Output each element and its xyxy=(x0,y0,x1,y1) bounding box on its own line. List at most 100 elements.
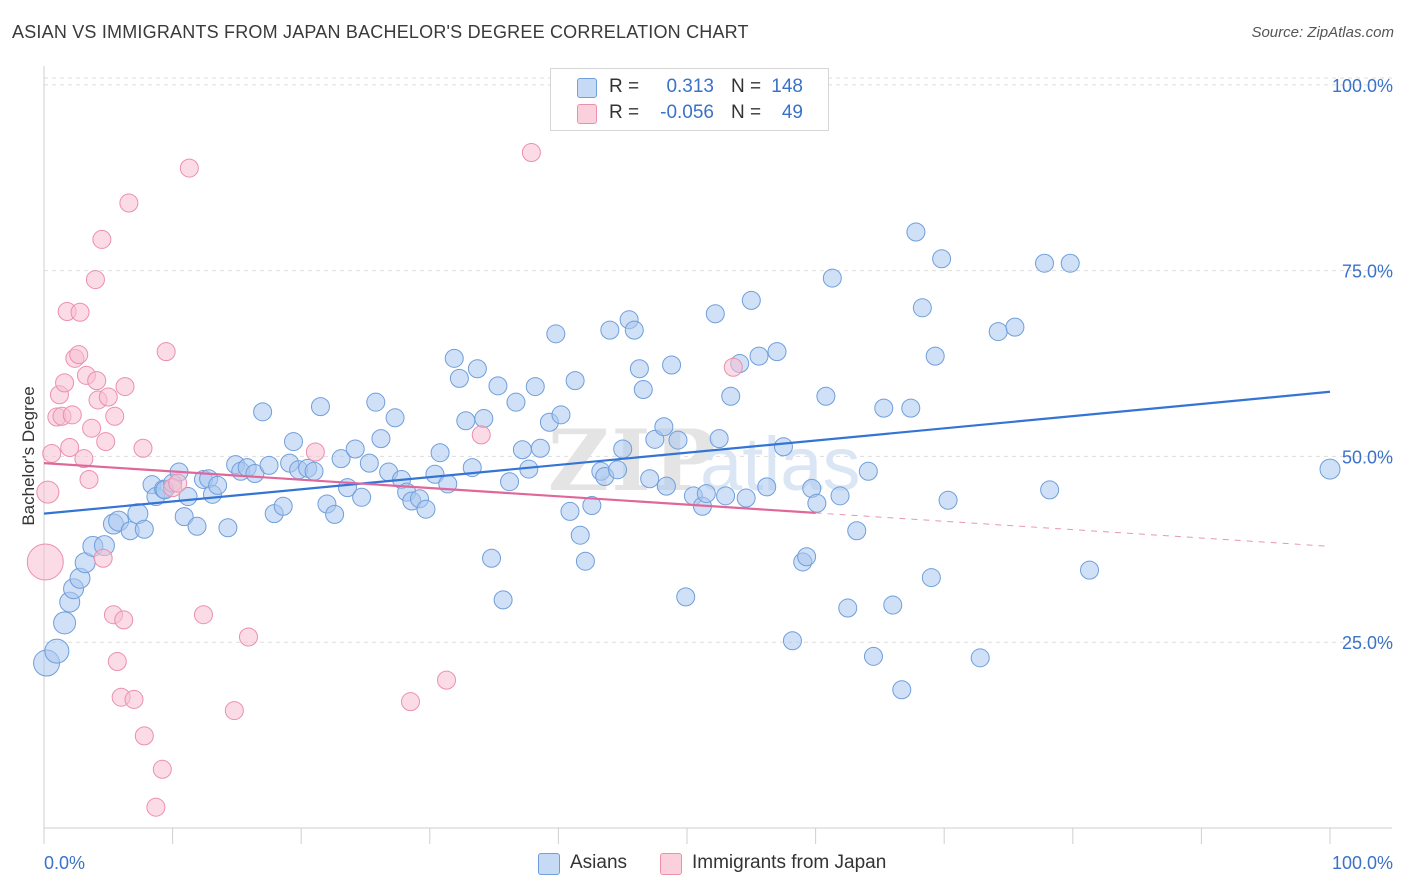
japan-point xyxy=(521,142,541,162)
japan-point xyxy=(105,406,125,426)
asian-point xyxy=(371,429,391,449)
asian-point xyxy=(797,547,817,567)
japan-point xyxy=(723,357,743,377)
asian-point xyxy=(474,409,494,429)
asian-point xyxy=(565,371,585,391)
japan-point xyxy=(74,449,94,469)
japan-point xyxy=(471,425,491,445)
japan-point xyxy=(60,438,80,458)
source-credit: Source: ZipAtlas.com xyxy=(1251,24,1394,41)
y-tick-label: 100.0% xyxy=(1332,76,1393,96)
japan-point xyxy=(85,270,105,290)
asian-point xyxy=(560,501,580,521)
asian-point xyxy=(208,475,228,495)
asian-point xyxy=(325,504,345,524)
japan-point xyxy=(146,797,166,817)
y-tick-label: 25.0% xyxy=(1342,633,1393,653)
japan-swatch xyxy=(660,853,682,875)
japan-point xyxy=(69,345,89,365)
asian-point xyxy=(838,598,858,618)
asian-point xyxy=(830,486,850,506)
asian-point xyxy=(741,290,761,310)
asian-point xyxy=(736,488,756,508)
asian-point xyxy=(430,443,450,463)
n-label: N = xyxy=(731,76,762,97)
asian-point xyxy=(512,440,532,460)
asian-point xyxy=(187,516,207,536)
r-label: R = xyxy=(609,102,640,123)
japan-point xyxy=(193,605,213,625)
asian-point xyxy=(863,646,883,666)
asian-point xyxy=(134,519,154,539)
r-value: -0.056 xyxy=(660,102,714,123)
asians-swatch xyxy=(577,78,597,98)
japan-point xyxy=(133,438,153,458)
asian-point xyxy=(721,386,741,406)
asian-point xyxy=(782,631,802,651)
asian-point xyxy=(925,346,945,366)
japan-point xyxy=(224,701,244,721)
asian-point xyxy=(525,377,545,397)
asian-point xyxy=(613,439,633,459)
asian-point xyxy=(654,417,674,437)
asian-point xyxy=(656,476,676,496)
asian-point xyxy=(629,359,649,379)
japan-point xyxy=(98,387,118,407)
asian-point xyxy=(506,392,526,412)
asian-point xyxy=(444,348,464,368)
y-tick-label: 75.0% xyxy=(1342,262,1393,282)
japan-point xyxy=(82,418,102,438)
axis-layer: 25.0% 50.0% 75.0% 100.0% 0.0% 100.0% xyxy=(43,66,1393,873)
x-tick-label: 100.0% xyxy=(1332,853,1393,873)
asian-point xyxy=(816,386,836,406)
asian-point xyxy=(608,460,628,480)
n-value: 49 xyxy=(781,102,803,123)
japan-point xyxy=(107,652,127,672)
japan-trend-line xyxy=(43,462,816,515)
y-axis-label: Bachelor's Degree xyxy=(19,386,38,525)
asian-point xyxy=(385,408,405,428)
japan-point xyxy=(124,689,144,709)
asian-point xyxy=(1060,253,1080,273)
japan-point xyxy=(437,670,457,690)
japan-point xyxy=(115,377,135,397)
japan-point xyxy=(36,480,60,504)
japan-point xyxy=(168,473,188,493)
japan-point xyxy=(96,432,116,452)
asian-point xyxy=(970,648,990,668)
asian-point xyxy=(773,437,793,457)
asian-point xyxy=(570,525,590,545)
asian-point xyxy=(1319,458,1341,480)
asian-point xyxy=(259,455,279,475)
asian-point xyxy=(500,472,520,492)
asian-point xyxy=(449,368,469,388)
asian-point xyxy=(767,342,787,362)
asians-swatch xyxy=(538,853,560,875)
japan-point xyxy=(55,373,75,393)
trend-layer xyxy=(43,390,1331,547)
asian-point xyxy=(575,551,595,571)
asian-point xyxy=(600,320,620,340)
asian-point xyxy=(456,411,476,431)
asian-point xyxy=(757,477,777,497)
asian-point xyxy=(847,521,867,541)
asian-point xyxy=(709,429,729,449)
asian-point xyxy=(716,486,736,506)
asian-point xyxy=(493,590,513,610)
asian-point xyxy=(467,359,487,379)
legend-label-japan: Immigrants from Japan xyxy=(692,852,887,873)
asian-point xyxy=(662,355,682,375)
asian-point xyxy=(624,320,644,340)
asian-point xyxy=(304,461,324,481)
asian-point xyxy=(921,568,941,588)
asian-point xyxy=(331,449,351,469)
asian-point xyxy=(273,496,293,516)
japan-point xyxy=(134,726,154,746)
asian-point xyxy=(425,464,445,484)
asian-point xyxy=(807,493,827,513)
asian-point xyxy=(988,322,1008,342)
stats-legend: R = 0.313 N = 148 R = -0.056 N = 49 xyxy=(550,68,829,131)
japan-point xyxy=(93,548,113,568)
asian-point xyxy=(53,611,77,635)
